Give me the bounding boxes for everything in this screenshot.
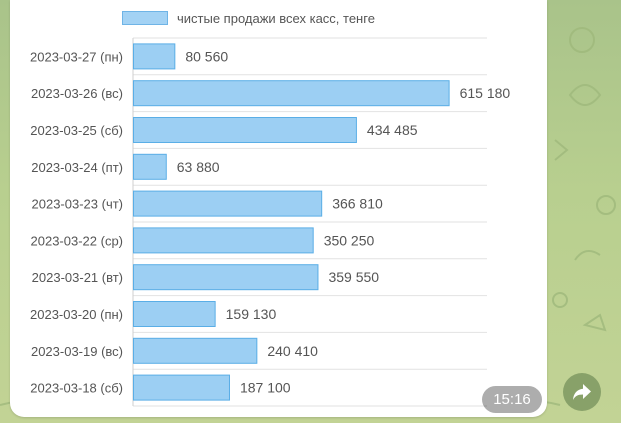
category-tick-label: 2023-03-21 (вт) — [32, 270, 123, 285]
share-button[interactable] — [563, 373, 601, 411]
category-tick-label: 2023-03-22 (ср) — [31, 233, 124, 248]
bar — [133, 80, 450, 107]
bar — [133, 227, 314, 254]
category-tick-label: 2023-03-18 (сб) — [30, 381, 123, 396]
category-tick-label: 2023-03-27 (пн) — [30, 49, 123, 64]
value-label: 350 250 — [324, 232, 375, 248]
bar — [133, 337, 258, 364]
legend-label: чистые продажи всех касс, тенге — [177, 11, 375, 26]
category-tick-label: 2023-03-19 (вс) — [31, 344, 123, 359]
value-label: 359 550 — [328, 269, 379, 285]
value-label: 366 810 — [332, 196, 383, 212]
value-label: 80 560 — [185, 48, 228, 64]
value-label: 187 100 — [240, 380, 291, 396]
bar — [133, 43, 176, 70]
value-label: 434 485 — [367, 122, 418, 138]
value-label: 63 880 — [177, 159, 220, 175]
bar — [133, 153, 167, 180]
value-label: 159 130 — [226, 306, 277, 322]
category-tick-label: 2023-03-23 (чт) — [32, 197, 124, 212]
legend-swatch — [122, 11, 168, 25]
message-time: 15:16 — [482, 386, 542, 413]
bar — [133, 190, 323, 217]
category-tick-label: 2023-03-26 (вс) — [31, 86, 123, 101]
category-tick-label: 2023-03-20 (пн) — [30, 307, 123, 322]
share-arrow-icon — [573, 384, 591, 400]
bar — [133, 264, 319, 291]
category-tick-label: 2023-03-25 (сб) — [30, 123, 123, 138]
bar — [133, 117, 357, 143]
value-label: 615 180 — [460, 85, 511, 101]
category-tick-label: 2023-03-24 (пт) — [31, 160, 123, 175]
value-label: 240 410 — [267, 343, 318, 359]
bar — [133, 301, 216, 327]
bar — [133, 374, 230, 401]
